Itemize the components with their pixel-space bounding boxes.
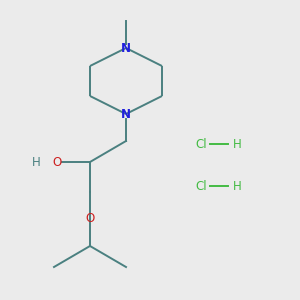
Text: O: O [85, 212, 94, 226]
Text: O: O [52, 155, 62, 169]
Text: H: H [32, 155, 40, 169]
Text: Cl: Cl [195, 179, 207, 193]
Text: H: H [232, 179, 241, 193]
Text: H: H [232, 137, 241, 151]
Text: Cl: Cl [195, 137, 207, 151]
Text: N: N [121, 107, 131, 121]
Text: N: N [121, 41, 131, 55]
